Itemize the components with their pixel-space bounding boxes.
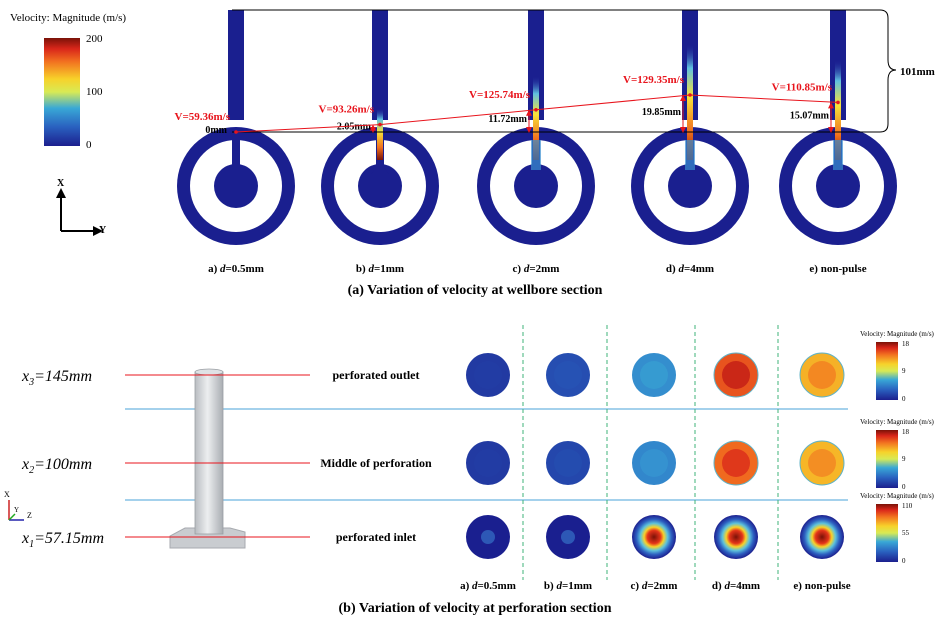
case-label: c) d=2mm	[513, 263, 560, 275]
wellbore-case: c) d=2mm	[477, 10, 595, 275]
case-label: d) d=4mm	[666, 263, 714, 275]
height-label: 101mm	[900, 66, 935, 78]
wellbore-case: b) d=1mm	[321, 10, 439, 275]
section-contour	[714, 515, 758, 559]
section-position: x2=100mm	[21, 456, 92, 476]
case-label: a) d=0.5mm	[208, 263, 264, 275]
velocity-label: V=125.74m/s	[469, 89, 531, 101]
section-contour	[546, 441, 590, 485]
section-contour	[632, 353, 676, 397]
caption-b: (b) Variation of velocity at perforation…	[339, 601, 612, 616]
velocity-label: V=110.85m/s	[772, 81, 833, 93]
section-contour	[632, 515, 676, 559]
velocity-label: V=129.35m/s	[623, 74, 685, 86]
section-row: x3=145mm perforated outlet Velocity: Magni…	[21, 330, 935, 403]
velocity-legend-b: Velocity: Magnitude (m/s) 18 9 0	[860, 330, 935, 403]
velocity-point	[688, 93, 692, 97]
depth-label: 11.72mm	[488, 114, 527, 125]
section-contour	[466, 515, 510, 559]
section-contour	[466, 441, 510, 485]
section-contour	[713, 440, 759, 486]
legend-tick-mid: 100	[86, 86, 103, 98]
legend-b-bar	[876, 342, 898, 400]
legend-tick-max: 200	[86, 33, 103, 45]
legend-b-tick: 9	[902, 455, 906, 463]
section-label: Middle of perforation	[320, 456, 432, 470]
section-contour	[466, 353, 510, 397]
depth-label: 19.85mm	[642, 107, 682, 118]
caption-a: (a) Variation of velocity at wellbore se…	[348, 283, 603, 298]
velocity-point	[378, 122, 382, 127]
color-bar	[44, 38, 80, 146]
velocity-label: V=93.26m/s	[319, 104, 375, 116]
legend-b-tick: 0	[902, 557, 906, 565]
velocity-legend-a: Velocity: Magnitude (m/s) 200 100 0	[10, 12, 126, 151]
legend-b-bar	[876, 430, 898, 488]
axis-b-z-label: Z	[27, 511, 32, 520]
depth-label: 2.05mm	[337, 121, 372, 132]
column-label: c) d=2mm	[631, 580, 678, 592]
section-contour	[713, 352, 759, 398]
wellbore-case: d) d=4mm	[631, 10, 749, 275]
legend-b-tick: 0	[902, 483, 906, 491]
legend-title: Velocity: Magnitude (m/s)	[10, 12, 126, 24]
velocity-legend-b: Velocity: Magnitude (m/s) 18 9 0	[860, 418, 935, 491]
case-label: e) non-pulse	[809, 263, 866, 275]
legend-b-tick: 110	[902, 502, 913, 510]
section-contour	[632, 441, 676, 485]
axis-triad-a	[56, 188, 103, 236]
axis-b-x-label: X	[4, 490, 10, 499]
section-row: x2=100mm Middle of perforation Velocity: M…	[21, 418, 935, 491]
axis-x-label: X	[57, 178, 65, 189]
velocity-point	[836, 100, 840, 105]
legend-b-title: Velocity: Magnitude (m/s)	[860, 492, 935, 500]
column-label: e) non-pulse	[793, 580, 850, 592]
wellbore-case: e) non-pulse	[779, 10, 897, 275]
section-position: x3=145mm	[21, 368, 92, 388]
panel-a: Velocity: Magnitude (m/s) 200 100 0 X Y …	[10, 9, 935, 298]
section-contour	[800, 515, 844, 559]
axis-y-label: Y	[99, 225, 107, 236]
section-contour	[799, 440, 845, 486]
section-position: x1=57.15mm	[21, 530, 104, 550]
legend-b-title: Velocity: Magnitude (m/s)	[860, 330, 935, 338]
axis-triad-b	[8, 500, 24, 521]
legend-b-title: Velocity: Magnitude (m/s)	[860, 418, 935, 426]
depth-label: 0mm	[205, 125, 227, 136]
velocity-label: V=59.36m/s	[175, 111, 231, 123]
panel-b: X Y Z x3=145mm perforated outlet Velocity:…	[4, 325, 935, 616]
section-contour	[546, 353, 590, 397]
section-row: x1=57.15mm perforated inlet Velocity: Magn…	[21, 492, 935, 565]
legend-b-tick: 18	[902, 428, 910, 436]
legend-b-tick: 18	[902, 340, 910, 348]
column-label: a) d=0.5mm	[460, 580, 516, 592]
velocity-legend-b: Velocity: Magnitude (m/s) 110 55 0	[860, 492, 935, 565]
axis-b-y-label: Y	[14, 506, 19, 514]
wellbore-case: a) d=0.5mm	[177, 10, 295, 275]
legend-b-tick: 55	[902, 529, 910, 537]
legend-b-tick: 0	[902, 395, 906, 403]
column-label: b) d=1mm	[544, 580, 592, 592]
velocity-point	[534, 108, 538, 112]
legend-b-tick: 9	[902, 367, 906, 375]
depth-label: 15.07mm	[790, 111, 830, 122]
section-label: perforated inlet	[336, 530, 416, 544]
section-contour	[546, 515, 590, 559]
section-label: perforated outlet	[333, 368, 420, 382]
legend-tick-min: 0	[86, 139, 92, 151]
velocity-point	[234, 130, 238, 134]
perforation-model	[169, 368, 246, 549]
column-label: d) d=4mm	[712, 580, 760, 592]
height-bracket	[232, 9, 897, 133]
section-contour	[799, 352, 845, 398]
case-label: b) d=1mm	[356, 263, 404, 275]
legend-b-bar	[876, 504, 898, 562]
